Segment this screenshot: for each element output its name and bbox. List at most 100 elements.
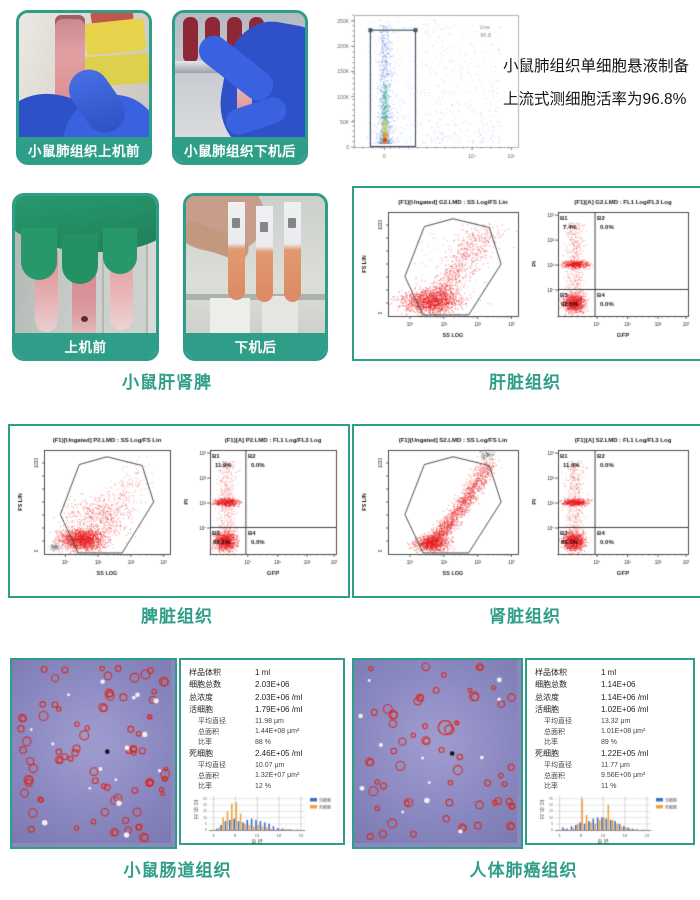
stat-row: 平均直径 10.07 μm — [189, 760, 339, 771]
photo-mouse-lung-before: 小鼠肺组织上机前 — [16, 10, 152, 165]
stat-label: 比率 — [544, 783, 558, 791]
stat-row: 比率 11 % — [535, 781, 689, 792]
stat-row: 总面积 1.44E+08 μm² — [189, 727, 339, 738]
facs-panel-liver — [352, 186, 700, 361]
photo-mouse-lung-after: 小鼠肺组织下机后 — [172, 10, 308, 165]
tube-label-mark — [260, 222, 268, 232]
diameter-histogram-canvas — [189, 791, 339, 844]
photo-label: 下机后 — [186, 333, 325, 358]
stat-row: 平均直径 13.32 μm — [535, 716, 689, 727]
facs-ss-fs-canvas — [358, 434, 524, 584]
stat-value: 10.07 μm — [255, 761, 285, 769]
stat-row: 总面积 1.01E+08 μm² — [535, 727, 689, 738]
stat-value: 11.98 μm — [255, 717, 284, 725]
cell-count-report-lung-cancer: 样品体积 1 ml 细胞总数 1.14E+06 总浓度 1.14E+06 /ml 活细胞 1.… — [525, 658, 695, 845]
stat-label: 总浓度 — [189, 692, 213, 702]
stat-label: 总面积 — [198, 728, 219, 736]
photo-detail — [262, 296, 298, 336]
photo-detail — [186, 294, 325, 300]
stat-row: 活细胞 1.02E+06 /ml — [535, 704, 689, 717]
stat-row: 总浓度 1.14E+06 /ml — [535, 691, 689, 704]
stat-row: 活细胞 1.79E+06 /ml — [189, 704, 339, 717]
stat-value: 13.32 μm — [601, 717, 631, 725]
stat-row: 平均直径 11.98 μm — [189, 716, 339, 727]
stat-row: 总面积 1.32E+07 μm² — [189, 771, 339, 782]
stat-label: 平均直径 — [544, 718, 572, 726]
microscopy-canvas — [354, 660, 517, 843]
stat-row: 细胞总数 2.03E+06 — [189, 679, 339, 692]
stat-value: 1.14E+06 /ml — [601, 692, 649, 702]
sample-tube — [256, 206, 273, 302]
facs-pi-gfp-canvas — [180, 434, 342, 584]
stat-value: 1.14E+06 — [601, 680, 636, 690]
stat-value: 1.22E+05 /ml — [601, 749, 649, 759]
stat-label: 死细胞 — [535, 749, 559, 759]
tissue-speck — [81, 316, 88, 322]
facs-pi-gfp-canvas — [528, 196, 694, 346]
stat-label: 总面积 — [544, 728, 565, 736]
stat-value: 88 % — [255, 738, 271, 746]
sample-tube — [284, 202, 301, 302]
microscopy-canvas — [12, 660, 171, 843]
caption-kidney: 肾脏组织 — [489, 607, 561, 626]
facs-ss-fs-canvas — [358, 196, 524, 346]
caption-spleen: 脾脏组织 — [141, 607, 213, 626]
stats-rows: 样品体积 1 ml 细胞总数 1.14E+06 总浓度 1.14E+06 /ml 活细胞 1.… — [535, 666, 689, 792]
cell-count-report-intestine: 样品体积 1 ml 细胞总数 2.03E+06 总浓度 2.03E+06 /ml 活细胞 1.… — [179, 658, 345, 845]
stat-label: 比率 — [198, 739, 212, 747]
sample-tube — [228, 202, 245, 300]
stat-value: 12 % — [255, 782, 271, 790]
viability-scatter-canvas — [320, 5, 528, 171]
stat-label: 比率 — [198, 783, 212, 791]
stat-row: 死细胞 2.46E+05 /ml — [189, 748, 339, 761]
stat-value: 89 % — [601, 738, 617, 746]
stat-label: 比率 — [544, 739, 558, 747]
note-line1: 小鼠肺组织单细胞悬液制备 — [503, 58, 690, 75]
stat-value: 2.03E+06 — [255, 680, 290, 690]
stat-label: 平均直径 — [544, 762, 572, 770]
stat-row: 死细胞 1.22E+05 /ml — [535, 748, 689, 761]
glove-finger — [103, 228, 137, 274]
stat-label: 总浓度 — [535, 692, 559, 702]
stat-label: 细胞总数 — [189, 680, 221, 690]
photo-detail — [210, 298, 250, 334]
diameter-histogram-canvas — [535, 791, 685, 844]
glove-finger — [62, 234, 98, 284]
stat-label: 总面积 — [544, 772, 565, 780]
stat-label: 细胞总数 — [535, 680, 567, 690]
stat-row: 样品体积 1 ml — [535, 666, 689, 679]
rack-tube — [183, 17, 198, 63]
glove-finger — [21, 228, 57, 280]
stat-row: 平均直径 11.77 μm — [535, 760, 689, 771]
tube-label-mark — [288, 218, 296, 228]
photo-label: 小鼠肺组织上机前 — [19, 137, 149, 162]
caption-liver: 肝脏组织 — [489, 373, 561, 392]
note-line2: 上流式测细胞活率为96.8% — [503, 91, 687, 108]
facs-panel-kidney — [352, 424, 700, 598]
photo-label: 小鼠肺组织下机后 — [175, 137, 305, 162]
stat-value: 1 ml — [601, 667, 617, 677]
stat-label: 样品体积 — [189, 667, 221, 677]
stat-row: 总面积 9.56E+06 μm² — [535, 771, 689, 782]
stat-value: 11.77 μm — [601, 761, 630, 769]
photo-label: 上机前 — [15, 333, 156, 358]
stat-label: 总面积 — [198, 772, 219, 780]
photo-organs-after: 下机后 — [183, 193, 328, 361]
stat-value: 11 % — [601, 782, 617, 790]
stat-row: 比率 88 % — [189, 737, 339, 748]
stats-rows: 样品体积 1 ml 细胞总数 2.03E+06 总浓度 2.03E+06 /ml 活细胞 1.… — [189, 666, 339, 792]
microscopy-image-lung-cancer — [352, 658, 523, 849]
facs-panel-spleen — [8, 424, 350, 598]
stat-row: 细胞总数 1.14E+06 — [535, 679, 689, 692]
stat-value: 1.44E+08 μm² — [255, 728, 300, 736]
photo-organs-before: 上机前 — [12, 193, 159, 361]
stat-value: 1.79E+06 /ml — [255, 705, 303, 715]
stat-label: 活细胞 — [189, 705, 213, 715]
stat-value: 1.02E+06 /ml — [601, 705, 649, 715]
photo-image — [15, 196, 156, 358]
tube-label-mark — [232, 218, 240, 228]
caption-mouse-organs: 小鼠肝肾脾 — [122, 373, 212, 392]
stat-label: 样品体积 — [535, 667, 567, 677]
viability-note: 小鼠肺组织单细胞悬液制备 上流式测细胞活率为96.8% — [503, 50, 699, 116]
stat-value: 1 ml — [255, 667, 271, 677]
